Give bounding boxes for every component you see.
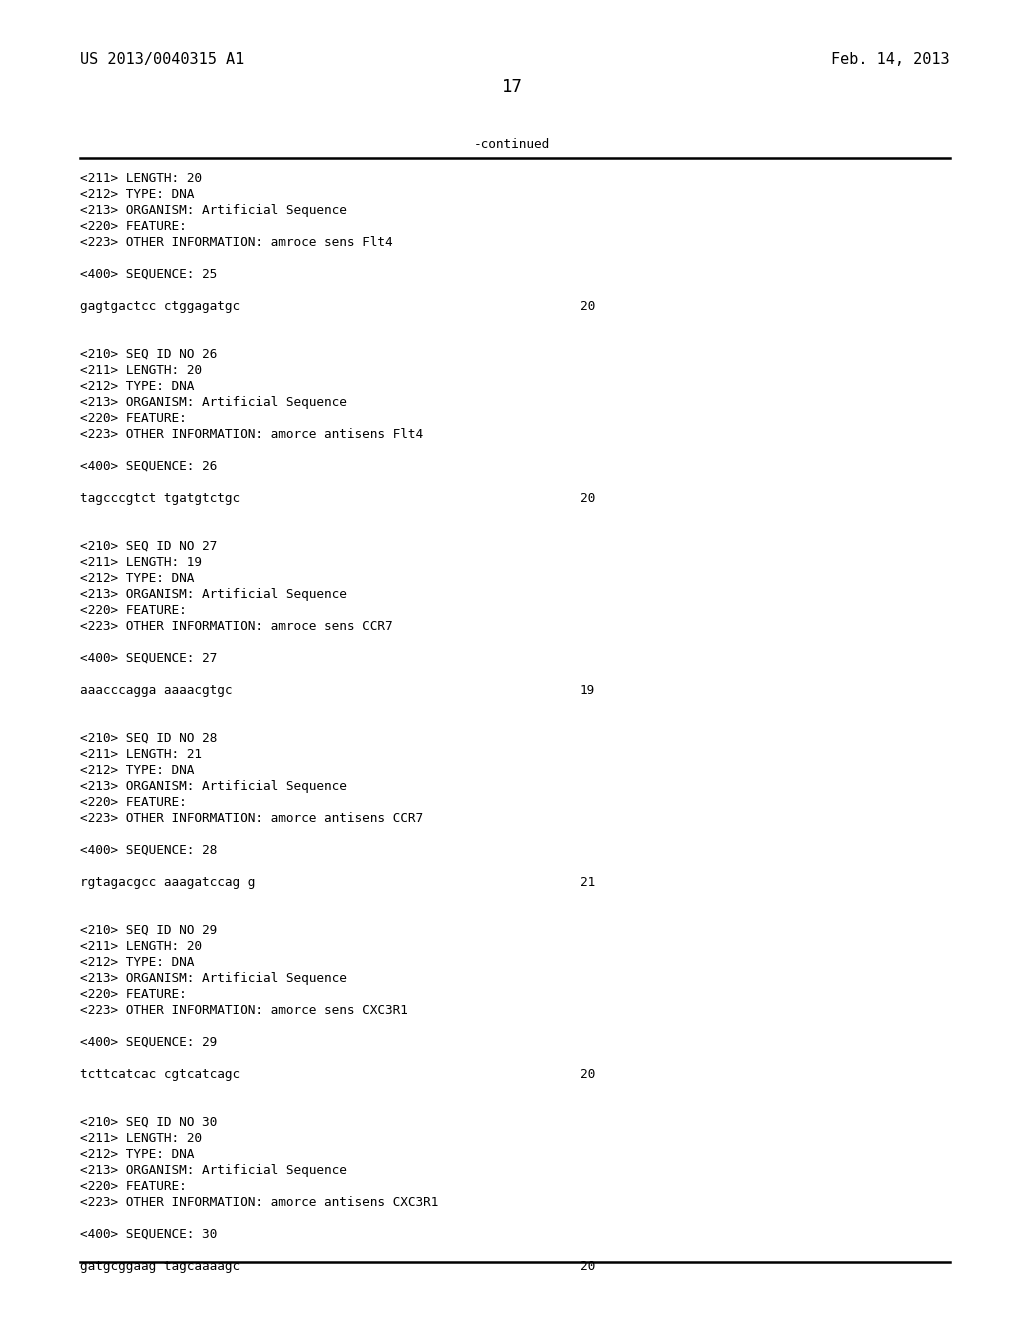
Text: <400> SEQUENCE: 30: <400> SEQUENCE: 30 <box>80 1228 217 1241</box>
Text: <213> ORGANISM: Artificial Sequence: <213> ORGANISM: Artificial Sequence <box>80 396 347 409</box>
Text: <220> FEATURE:: <220> FEATURE: <box>80 605 186 616</box>
Text: <220> FEATURE:: <220> FEATURE: <box>80 1180 186 1193</box>
Text: aaacccagga aaaacgtgc: aaacccagga aaaacgtgc <box>80 684 232 697</box>
Text: <212> TYPE: DNA: <212> TYPE: DNA <box>80 956 195 969</box>
Text: gagtgactcc ctggagatgc: gagtgactcc ctggagatgc <box>80 300 240 313</box>
Text: <223> OTHER INFORMATION: amroce sens CCR7: <223> OTHER INFORMATION: amroce sens CCR… <box>80 620 392 634</box>
Text: gatgcggaag tagcaaaagc: gatgcggaag tagcaaaagc <box>80 1261 240 1272</box>
Text: <211> LENGTH: 20: <211> LENGTH: 20 <box>80 172 202 185</box>
Text: 19: 19 <box>580 684 595 697</box>
Text: <210> SEQ ID NO 28: <210> SEQ ID NO 28 <box>80 733 217 744</box>
Text: <211> LENGTH: 20: <211> LENGTH: 20 <box>80 1133 202 1144</box>
Text: <223> OTHER INFORMATION: amorce antisens CCR7: <223> OTHER INFORMATION: amorce antisens… <box>80 812 423 825</box>
Text: Feb. 14, 2013: Feb. 14, 2013 <box>831 51 950 67</box>
Text: <223> OTHER INFORMATION: amorce sens CXC3R1: <223> OTHER INFORMATION: amorce sens CXC… <box>80 1005 408 1016</box>
Text: <223> OTHER INFORMATION: amorce antisens CXC3R1: <223> OTHER INFORMATION: amorce antisens… <box>80 1196 438 1209</box>
Text: <212> TYPE: DNA: <212> TYPE: DNA <box>80 1148 195 1162</box>
Text: rgtagacgcc aaagatccag g: rgtagacgcc aaagatccag g <box>80 876 255 888</box>
Text: <213> ORGANISM: Artificial Sequence: <213> ORGANISM: Artificial Sequence <box>80 780 347 793</box>
Text: <400> SEQUENCE: 26: <400> SEQUENCE: 26 <box>80 459 217 473</box>
Text: 17: 17 <box>502 78 522 96</box>
Text: <213> ORGANISM: Artificial Sequence: <213> ORGANISM: Artificial Sequence <box>80 205 347 216</box>
Text: <223> OTHER INFORMATION: amroce sens Flt4: <223> OTHER INFORMATION: amroce sens Flt… <box>80 236 392 249</box>
Text: 20: 20 <box>580 492 595 506</box>
Text: <220> FEATURE:: <220> FEATURE: <box>80 987 186 1001</box>
Text: <223> OTHER INFORMATION: amorce antisens Flt4: <223> OTHER INFORMATION: amorce antisens… <box>80 428 423 441</box>
Text: <213> ORGANISM: Artificial Sequence: <213> ORGANISM: Artificial Sequence <box>80 587 347 601</box>
Text: 20: 20 <box>580 1261 595 1272</box>
Text: <220> FEATURE:: <220> FEATURE: <box>80 412 186 425</box>
Text: <400> SEQUENCE: 25: <400> SEQUENCE: 25 <box>80 268 217 281</box>
Text: tcttcatcac cgtcatcagc: tcttcatcac cgtcatcagc <box>80 1068 240 1081</box>
Text: -continued: -continued <box>474 139 550 150</box>
Text: <213> ORGANISM: Artificial Sequence: <213> ORGANISM: Artificial Sequence <box>80 1164 347 1177</box>
Text: <212> TYPE: DNA: <212> TYPE: DNA <box>80 764 195 777</box>
Text: 21: 21 <box>580 876 595 888</box>
Text: <212> TYPE: DNA: <212> TYPE: DNA <box>80 187 195 201</box>
Text: <211> LENGTH: 20: <211> LENGTH: 20 <box>80 364 202 378</box>
Text: <211> LENGTH: 21: <211> LENGTH: 21 <box>80 748 202 762</box>
Text: 20: 20 <box>580 300 595 313</box>
Text: <212> TYPE: DNA: <212> TYPE: DNA <box>80 380 195 393</box>
Text: <210> SEQ ID NO 26: <210> SEQ ID NO 26 <box>80 348 217 360</box>
Text: <400> SEQUENCE: 29: <400> SEQUENCE: 29 <box>80 1036 217 1049</box>
Text: <220> FEATURE:: <220> FEATURE: <box>80 220 186 234</box>
Text: <213> ORGANISM: Artificial Sequence: <213> ORGANISM: Artificial Sequence <box>80 972 347 985</box>
Text: <210> SEQ ID NO 29: <210> SEQ ID NO 29 <box>80 924 217 937</box>
Text: US 2013/0040315 A1: US 2013/0040315 A1 <box>80 51 245 67</box>
Text: <400> SEQUENCE: 27: <400> SEQUENCE: 27 <box>80 652 217 665</box>
Text: <210> SEQ ID NO 27: <210> SEQ ID NO 27 <box>80 540 217 553</box>
Text: <400> SEQUENCE: 28: <400> SEQUENCE: 28 <box>80 843 217 857</box>
Text: tagcccgtct tgatgtctgc: tagcccgtct tgatgtctgc <box>80 492 240 506</box>
Text: <212> TYPE: DNA: <212> TYPE: DNA <box>80 572 195 585</box>
Text: <220> FEATURE:: <220> FEATURE: <box>80 796 186 809</box>
Text: <211> LENGTH: 19: <211> LENGTH: 19 <box>80 556 202 569</box>
Text: <210> SEQ ID NO 30: <210> SEQ ID NO 30 <box>80 1115 217 1129</box>
Text: <211> LENGTH: 20: <211> LENGTH: 20 <box>80 940 202 953</box>
Text: 20: 20 <box>580 1068 595 1081</box>
